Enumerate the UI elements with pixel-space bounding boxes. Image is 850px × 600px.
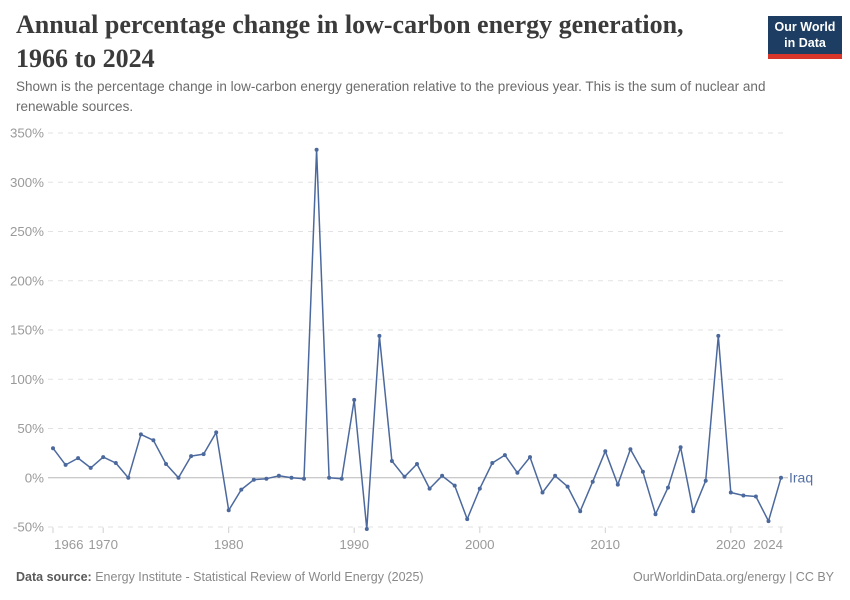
data-point	[666, 485, 670, 490]
logo-text-line1: Our World	[774, 20, 836, 34]
data-source-text: Energy Institute - Statistical Review of…	[91, 570, 424, 584]
data-point	[440, 473, 445, 478]
data-point	[314, 147, 319, 152]
y-axis-label: 150%	[10, 323, 44, 338]
data-point	[88, 465, 93, 470]
data-point	[640, 469, 645, 474]
data-point	[741, 493, 746, 498]
x-axis-label: 2010	[591, 537, 621, 552]
data-point	[653, 512, 658, 517]
y-axis-label: 250%	[10, 224, 44, 239]
data-point	[151, 438, 156, 443]
data-point	[201, 452, 206, 457]
y-axis-label: 300%	[10, 175, 44, 190]
data-point	[415, 462, 419, 466]
data-point	[113, 461, 118, 465]
trend-line	[52, 148, 782, 530]
data-point	[753, 494, 758, 499]
data-point	[628, 447, 633, 452]
data-point	[101, 455, 106, 460]
data-point	[590, 479, 595, 484]
data-point	[377, 333, 382, 338]
data-point	[389, 459, 394, 463]
logo-text-line2: in Data	[784, 35, 826, 50]
data-point	[490, 461, 495, 465]
data-point	[779, 475, 783, 480]
data-source-label: Data source:	[16, 570, 92, 584]
data-point	[239, 487, 244, 492]
data-point	[502, 453, 507, 458]
data-point	[214, 430, 219, 435]
y-axis-label: 200%	[10, 273, 44, 288]
data-point	[126, 475, 131, 480]
page-title: Annual percentage change in low-carbon e…	[16, 10, 684, 73]
data-point	[339, 476, 344, 481]
data-point	[565, 484, 570, 489]
y-axis-label: 0%	[25, 470, 44, 485]
data-point	[327, 475, 332, 480]
data-point	[515, 470, 520, 475]
data-point	[76, 456, 81, 461]
data-point	[553, 473, 558, 478]
data-point	[691, 509, 696, 514]
data-point	[251, 477, 256, 482]
y-axis-label: 50%	[17, 421, 44, 436]
x-axis-label: 1970	[88, 537, 118, 552]
data-point	[477, 486, 482, 491]
y-axis-label: 350%	[10, 126, 44, 141]
data-point	[678, 445, 683, 450]
y-axis-label: 100%	[10, 372, 44, 387]
data-point	[63, 462, 68, 467]
data-point	[302, 476, 306, 481]
data-point	[189, 454, 194, 459]
data-point	[164, 462, 168, 466]
entity-label: Iraq	[789, 469, 813, 485]
owid-logo[interactable]: Our World in Data	[768, 16, 842, 60]
data-point	[716, 333, 721, 338]
data-point	[528, 455, 532, 460]
data-source: Data source: Energy Institute - Statisti…	[16, 570, 424, 584]
x-axis-label: 1980	[214, 537, 244, 552]
x-axis-label: 1990	[339, 537, 369, 552]
data-point	[452, 483, 457, 488]
data-point	[352, 397, 357, 402]
data-point	[276, 473, 281, 478]
license-link[interactable]: OurWorldinData.org/energy | CC BY	[632, 570, 834, 584]
data-point	[402, 474, 407, 479]
data-point	[615, 482, 620, 487]
x-axis-label: 2024	[753, 537, 783, 552]
chart-subtitle: Shown is the percentage change in low-ca…	[16, 79, 766, 115]
data-point	[364, 527, 369, 531]
data-point	[603, 449, 608, 454]
y-axis-label: -50%	[13, 520, 44, 535]
data-point	[176, 475, 181, 480]
data-point	[766, 519, 771, 524]
x-axis-label: 2020	[716, 537, 746, 552]
data-point	[51, 446, 55, 451]
data-point	[578, 509, 583, 514]
chart-footer: Data source: Energy Institute - Statisti…	[16, 570, 834, 584]
data-point	[264, 476, 269, 481]
data-point	[703, 478, 708, 483]
data-point	[465, 517, 470, 522]
data-point	[728, 490, 733, 495]
data-point	[427, 486, 432, 491]
x-axis-label: 2000	[465, 537, 495, 552]
x-axis-label: 1966	[54, 537, 84, 552]
data-point	[226, 508, 231, 513]
data-point	[138, 432, 143, 437]
data-point	[289, 475, 294, 480]
data-point	[540, 490, 545, 495]
